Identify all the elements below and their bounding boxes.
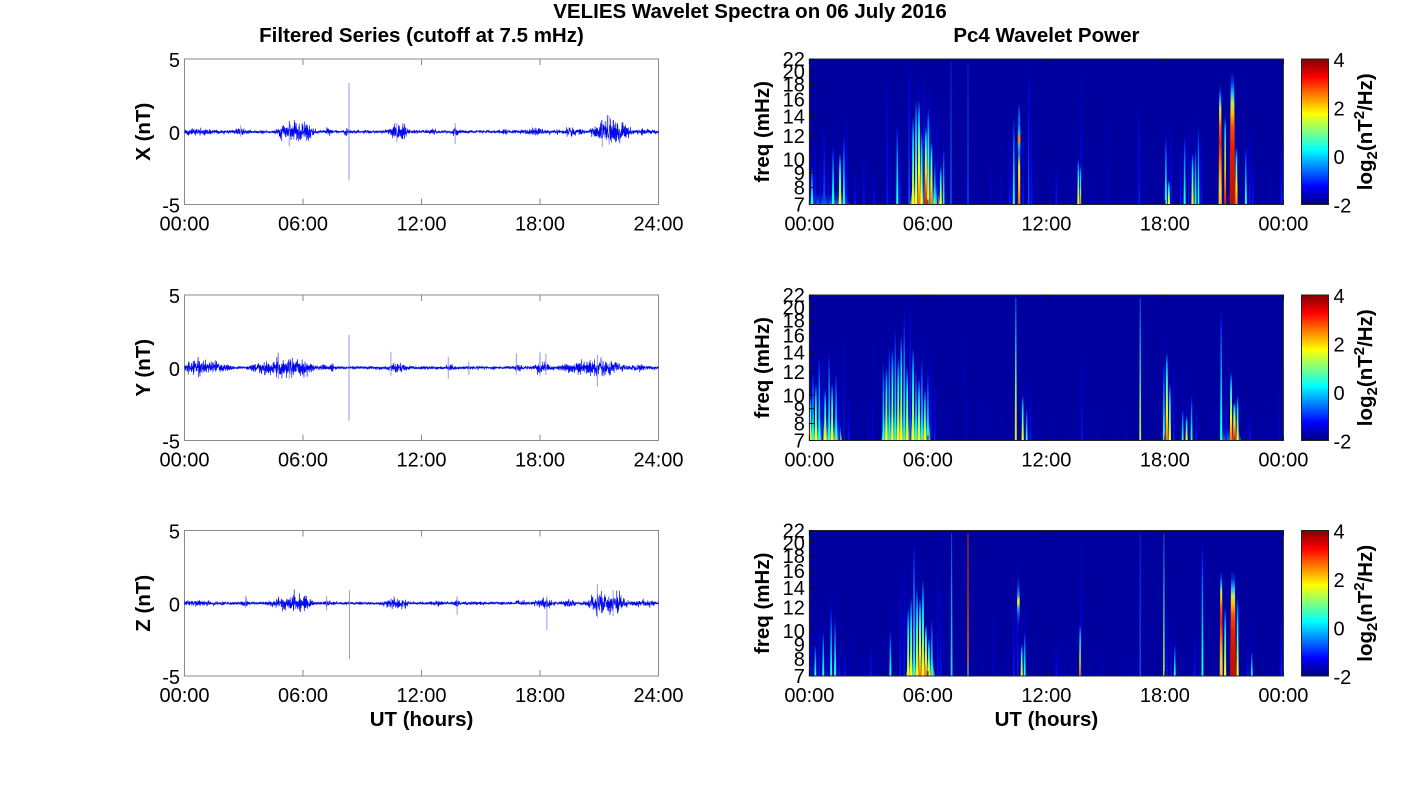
svg-text:24:00: 24:00	[633, 214, 683, 236]
svg-text:-2: -2	[1334, 432, 1352, 454]
svg-text:-5: -5	[162, 196, 180, 218]
svg-text:06:00: 06:00	[903, 685, 953, 707]
svg-text:16: 16	[783, 90, 805, 112]
svg-text:freq (mHz): freq (mHz)	[751, 81, 774, 182]
svg-text:12:00: 12:00	[396, 214, 446, 236]
svg-text:00:00: 00:00	[159, 214, 209, 236]
svg-text:12:00: 12:00	[396, 450, 446, 472]
svg-text:06:00: 06:00	[903, 214, 953, 236]
svg-text:18: 18	[783, 546, 805, 568]
svg-text:X (nT): X (nT)	[132, 103, 155, 161]
svg-text:8: 8	[794, 414, 805, 436]
svg-text:18: 18	[783, 311, 805, 333]
svg-text:-5: -5	[162, 432, 180, 454]
svg-text:8: 8	[794, 178, 805, 200]
svg-text:10: 10	[783, 621, 805, 643]
svg-text:12: 12	[783, 126, 805, 148]
svg-text:Filtered Series (cutoff at 7.5: Filtered Series (cutoff at 7.5 mHz)	[259, 24, 584, 47]
svg-text:18:00: 18:00	[515, 685, 565, 707]
svg-text:12:00: 12:00	[1021, 685, 1071, 707]
svg-text:00:00: 00:00	[784, 214, 834, 236]
svg-text:22: 22	[783, 521, 805, 543]
svg-text:18:00: 18:00	[1140, 685, 1190, 707]
svg-text:4: 4	[1334, 50, 1345, 72]
svg-text:0: 0	[1334, 383, 1345, 405]
svg-text:9: 9	[794, 634, 805, 656]
svg-text:4: 4	[1334, 286, 1345, 308]
svg-text:8: 8	[794, 649, 805, 671]
svg-text:12: 12	[783, 362, 805, 384]
svg-text:20: 20	[783, 297, 805, 319]
svg-text:log2(nT2/Hz): log2(nT2/Hz)	[1351, 545, 1381, 662]
svg-text:22: 22	[783, 285, 805, 307]
svg-text:12: 12	[783, 598, 805, 620]
svg-text:0: 0	[1334, 147, 1345, 169]
svg-text:0: 0	[169, 123, 180, 145]
svg-text:UT (hours): UT (hours)	[370, 708, 474, 731]
svg-text:0: 0	[1334, 619, 1345, 641]
svg-text:16: 16	[783, 326, 805, 348]
svg-text:18:00: 18:00	[515, 214, 565, 236]
svg-text:VELIES Wavelet Spectra on 06 J: VELIES Wavelet Spectra on 06 July 2016	[553, 0, 946, 23]
svg-text:00:00: 00:00	[784, 450, 834, 472]
svg-text:06:00: 06:00	[278, 450, 328, 472]
svg-text:20: 20	[783, 61, 805, 83]
svg-text:00:00: 00:00	[1258, 450, 1308, 472]
svg-text:log2(nT2/Hz): log2(nT2/Hz)	[1351, 309, 1381, 426]
svg-text:00:00: 00:00	[159, 685, 209, 707]
svg-text:18:00: 18:00	[1140, 214, 1190, 236]
svg-text:22: 22	[783, 49, 805, 71]
svg-text:18:00: 18:00	[515, 450, 565, 472]
svg-text:2: 2	[1334, 99, 1345, 121]
svg-text:5: 5	[169, 522, 180, 544]
svg-text:12:00: 12:00	[1021, 450, 1071, 472]
svg-text:-5: -5	[162, 667, 180, 689]
svg-text:7: 7	[794, 666, 805, 688]
svg-text:-2: -2	[1334, 667, 1352, 689]
svg-text:4: 4	[1334, 522, 1345, 544]
svg-text:freq (mHz): freq (mHz)	[751, 553, 774, 654]
svg-text:00:00: 00:00	[159, 450, 209, 472]
svg-text:06:00: 06:00	[903, 450, 953, 472]
svg-text:00:00: 00:00	[784, 685, 834, 707]
svg-text:00:00: 00:00	[1258, 214, 1308, 236]
svg-text:12:00: 12:00	[396, 685, 446, 707]
svg-text:06:00: 06:00	[278, 214, 328, 236]
svg-text:2: 2	[1334, 335, 1345, 357]
svg-text:00:00: 00:00	[1258, 685, 1308, 707]
svg-text:5: 5	[169, 50, 180, 72]
svg-text:0: 0	[169, 594, 180, 616]
svg-text:-2: -2	[1334, 196, 1352, 218]
svg-text:12:00: 12:00	[1021, 214, 1071, 236]
svg-text:16: 16	[783, 561, 805, 583]
svg-text:7: 7	[794, 195, 805, 217]
svg-text:24:00: 24:00	[633, 685, 683, 707]
svg-text:10: 10	[783, 385, 805, 407]
svg-text:14: 14	[783, 107, 805, 129]
svg-text:10: 10	[783, 149, 805, 171]
svg-text:18: 18	[783, 75, 805, 97]
svg-text:18:00: 18:00	[1140, 450, 1190, 472]
svg-text:Pc4 Wavelet Power: Pc4 Wavelet Power	[953, 24, 1139, 47]
svg-text:Z (nT): Z (nT)	[132, 575, 155, 632]
svg-text:7: 7	[794, 431, 805, 453]
svg-text:20: 20	[783, 533, 805, 555]
svg-text:5: 5	[169, 286, 180, 308]
svg-text:9: 9	[794, 399, 805, 421]
svg-text:0: 0	[169, 359, 180, 381]
svg-text:UT (hours): UT (hours)	[995, 708, 1099, 731]
svg-text:Y (nT): Y (nT)	[132, 339, 155, 397]
svg-text:9: 9	[794, 163, 805, 185]
svg-text:log2(nT2/Hz): log2(nT2/Hz)	[1351, 73, 1381, 190]
svg-text:06:00: 06:00	[278, 685, 328, 707]
svg-text:2: 2	[1334, 570, 1345, 592]
svg-text:14: 14	[783, 578, 805, 600]
svg-text:24:00: 24:00	[633, 450, 683, 472]
svg-text:freq (mHz): freq (mHz)	[751, 317, 774, 418]
svg-text:14: 14	[783, 343, 805, 365]
